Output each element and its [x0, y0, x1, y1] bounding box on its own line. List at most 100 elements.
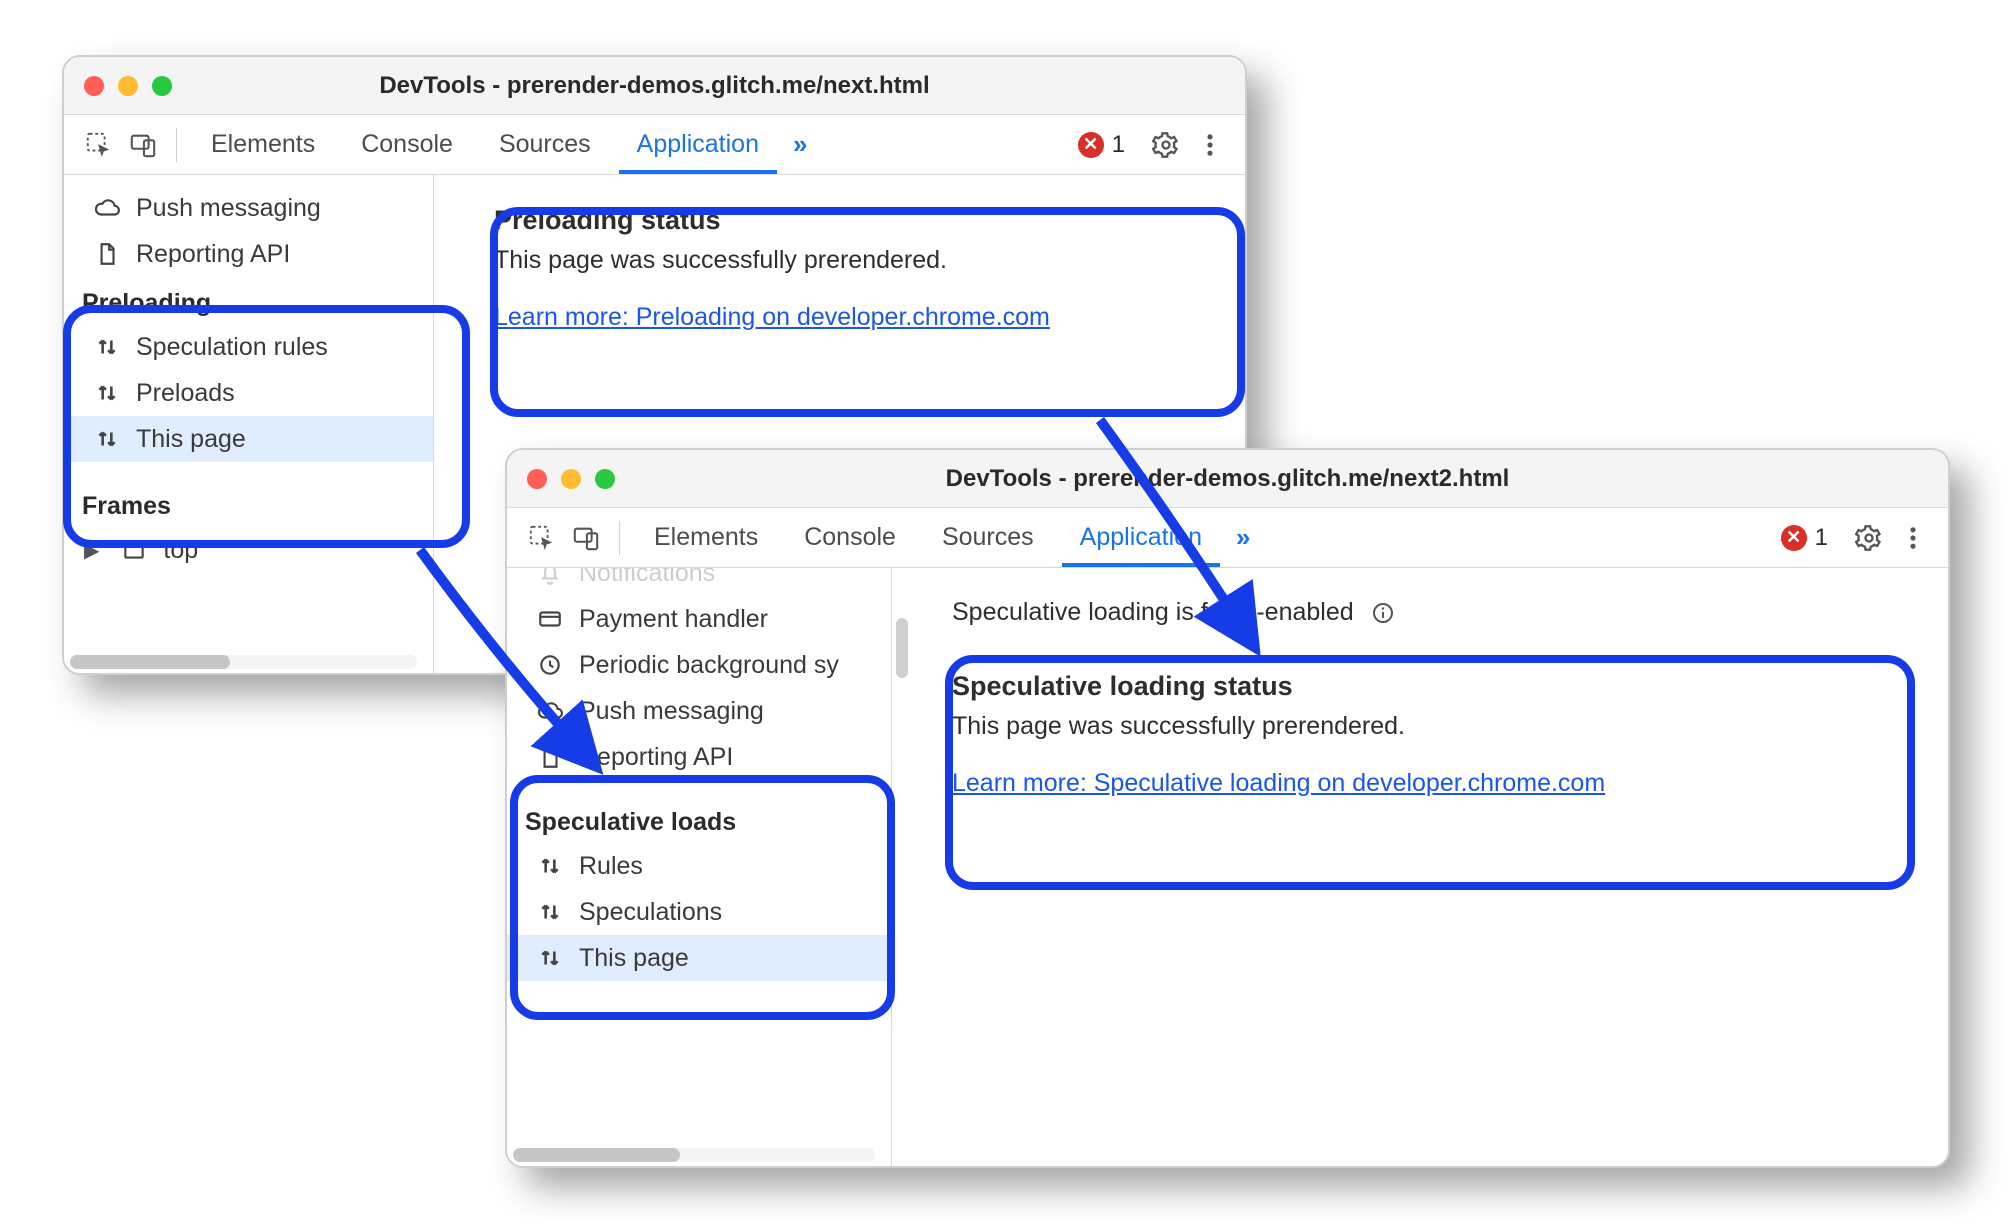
error-count: 1	[1815, 524, 1828, 552]
sidebar-item-label: Push messaging	[136, 194, 321, 223]
tab-label: Sources	[499, 130, 591, 159]
minimize-window-button[interactable]	[118, 76, 138, 96]
error-icon: ✕	[1078, 132, 1104, 158]
cloud-icon	[535, 696, 565, 726]
tab-application[interactable]: Application	[619, 115, 777, 174]
content-pane: Speculative loading is force-enabled Spe…	[892, 568, 1948, 1166]
tab-label: Console	[361, 130, 453, 159]
horizontal-scrollbar[interactable]	[513, 1148, 875, 1162]
learn-more-link[interactable]: Learn more: Speculative loading on devel…	[952, 769, 1605, 797]
tab-label: Sources	[942, 523, 1034, 552]
sidebar-item-this-page[interactable]: This page	[507, 935, 891, 981]
sidebar-item-label: This page	[136, 425, 246, 454]
devtools-toolbar: Elements Console Sources Application » ✕…	[64, 115, 1245, 175]
clock-icon	[535, 650, 565, 680]
tab-sources[interactable]: Sources	[481, 115, 609, 174]
sidebar-item-reporting-api[interactable]: Reporting API	[64, 231, 433, 277]
tab-label: Application	[1080, 523, 1202, 552]
tree-expand-icon[interactable]: ▶	[84, 538, 99, 563]
sidebar: Push messaging Reporting API Preloading …	[64, 175, 434, 673]
sidebar-item-preloads[interactable]: Preloads	[64, 370, 433, 416]
tab-sources[interactable]: Sources	[924, 508, 1052, 567]
devtools-toolbar: Elements Console Sources Application » ✕…	[507, 508, 1948, 568]
preloading-status-text: This page was successfully prerendered.	[494, 246, 1215, 275]
sidebar-item-frame-top[interactable]: ▶ top	[64, 527, 433, 573]
sidebar-item-label: Speculation rules	[136, 333, 328, 362]
device-toolbar-icon[interactable]	[126, 128, 160, 162]
sidebar-item-rules[interactable]: Rules	[507, 843, 891, 889]
titlebar: DevTools - prerender-demos.glitch.me/nex…	[507, 450, 1948, 508]
titlebar: DevTools - prerender-demos.glitch.me/nex…	[64, 57, 1245, 115]
panes: Notifications Payment handler Periodic b…	[507, 568, 1948, 1166]
sidebar-item-notifications[interactable]: Notifications	[507, 568, 891, 596]
sidebar-item-push-messaging[interactable]: Push messaging	[64, 185, 433, 231]
tab-console[interactable]: Console	[343, 115, 471, 174]
tab-label: Elements	[654, 523, 758, 552]
sidebar-item-label: Preloads	[136, 379, 235, 408]
sidebar-heading-frames: Frames	[64, 480, 433, 527]
sidebar-item-label: Rules	[579, 852, 643, 881]
maximize-window-button[interactable]	[595, 469, 615, 489]
window-title: DevTools - prerender-demos.glitch.me/nex…	[507, 465, 1948, 493]
close-window-button[interactable]	[527, 469, 547, 489]
tab-label: Console	[804, 523, 896, 552]
tab-label: Elements	[211, 130, 315, 159]
file-icon	[535, 742, 565, 772]
speculative-status-title: Speculative loading status	[952, 671, 1918, 702]
inspect-element-icon[interactable]	[525, 521, 559, 555]
tab-label: Application	[637, 130, 759, 159]
updown-arrows-icon	[535, 851, 565, 881]
error-count-badge[interactable]: ✕ 1	[1781, 524, 1828, 552]
sidebar-item-this-page[interactable]: This page	[64, 416, 433, 462]
vertical-scrollbar-thumb[interactable]	[896, 618, 908, 678]
error-icon: ✕	[1781, 525, 1807, 551]
sidebar-heading-preloading: Preloading	[64, 277, 433, 324]
horizontal-scrollbar[interactable]	[70, 655, 417, 669]
speculative-status-text: This page was successfully prerendered.	[952, 712, 1918, 741]
window-icon	[119, 535, 149, 565]
sidebar: Notifications Payment handler Periodic b…	[507, 568, 892, 1166]
traffic-lights	[527, 469, 615, 489]
kebab-menu-icon[interactable]	[1896, 521, 1930, 555]
learn-more-link[interactable]: Learn more: Preloading on developer.chro…	[494, 303, 1050, 331]
sidebar-item-label: Speculations	[579, 898, 722, 927]
device-toolbar-icon[interactable]	[569, 521, 603, 555]
sidebar-item-label: Notifications	[579, 568, 715, 588]
settings-gear-icon[interactable]	[1149, 128, 1183, 162]
sidebar-item-label: Push messaging	[579, 697, 764, 726]
minimize-window-button[interactable]	[561, 469, 581, 489]
cloud-icon	[92, 193, 122, 223]
tab-console[interactable]: Console	[786, 508, 914, 567]
more-tabs-button[interactable]: »	[1230, 522, 1256, 553]
error-count-badge[interactable]: ✕ 1	[1078, 131, 1125, 159]
tab-elements[interactable]: Elements	[193, 115, 333, 174]
maximize-window-button[interactable]	[152, 76, 172, 96]
settings-gear-icon[interactable]	[1852, 521, 1886, 555]
tab-application[interactable]: Application	[1062, 508, 1220, 567]
bell-icon	[535, 568, 565, 588]
inspect-element-icon[interactable]	[82, 128, 116, 162]
sidebar-item-push-messaging[interactable]: Push messaging	[507, 688, 891, 734]
close-window-button[interactable]	[84, 76, 104, 96]
preloading-status-title: Preloading status	[494, 205, 1215, 236]
info-icon[interactable]	[1371, 601, 1395, 625]
speculative-force-enabled-text: Speculative loading is force-enabled	[952, 598, 1354, 626]
sidebar-item-reporting-api[interactable]: Reporting API	[507, 734, 891, 780]
sidebar-item-speculation-rules[interactable]: Speculation rules	[64, 324, 433, 370]
sidebar-item-speculations[interactable]: Speculations	[507, 889, 891, 935]
updown-arrows-icon	[535, 943, 565, 973]
updown-arrows-icon	[535, 897, 565, 927]
devtools-window-2: DevTools - prerender-demos.glitch.me/nex…	[505, 448, 1950, 1168]
updown-arrows-icon	[92, 332, 122, 362]
more-tabs-button[interactable]: »	[787, 129, 813, 160]
sidebar-item-periodic-background-sync[interactable]: Periodic background sy	[507, 642, 891, 688]
sidebar-item-label: This page	[579, 944, 689, 973]
sidebar-item-payment-handler[interactable]: Payment handler	[507, 596, 891, 642]
tab-elements[interactable]: Elements	[636, 508, 776, 567]
window-title: DevTools - prerender-demos.glitch.me/nex…	[64, 72, 1245, 100]
error-count: 1	[1112, 131, 1125, 159]
kebab-menu-icon[interactable]	[1193, 128, 1227, 162]
sidebar-item-label: Payment handler	[579, 605, 768, 634]
sidebar-item-label: Periodic background sy	[579, 651, 839, 680]
sidebar-item-label: top	[163, 536, 198, 565]
